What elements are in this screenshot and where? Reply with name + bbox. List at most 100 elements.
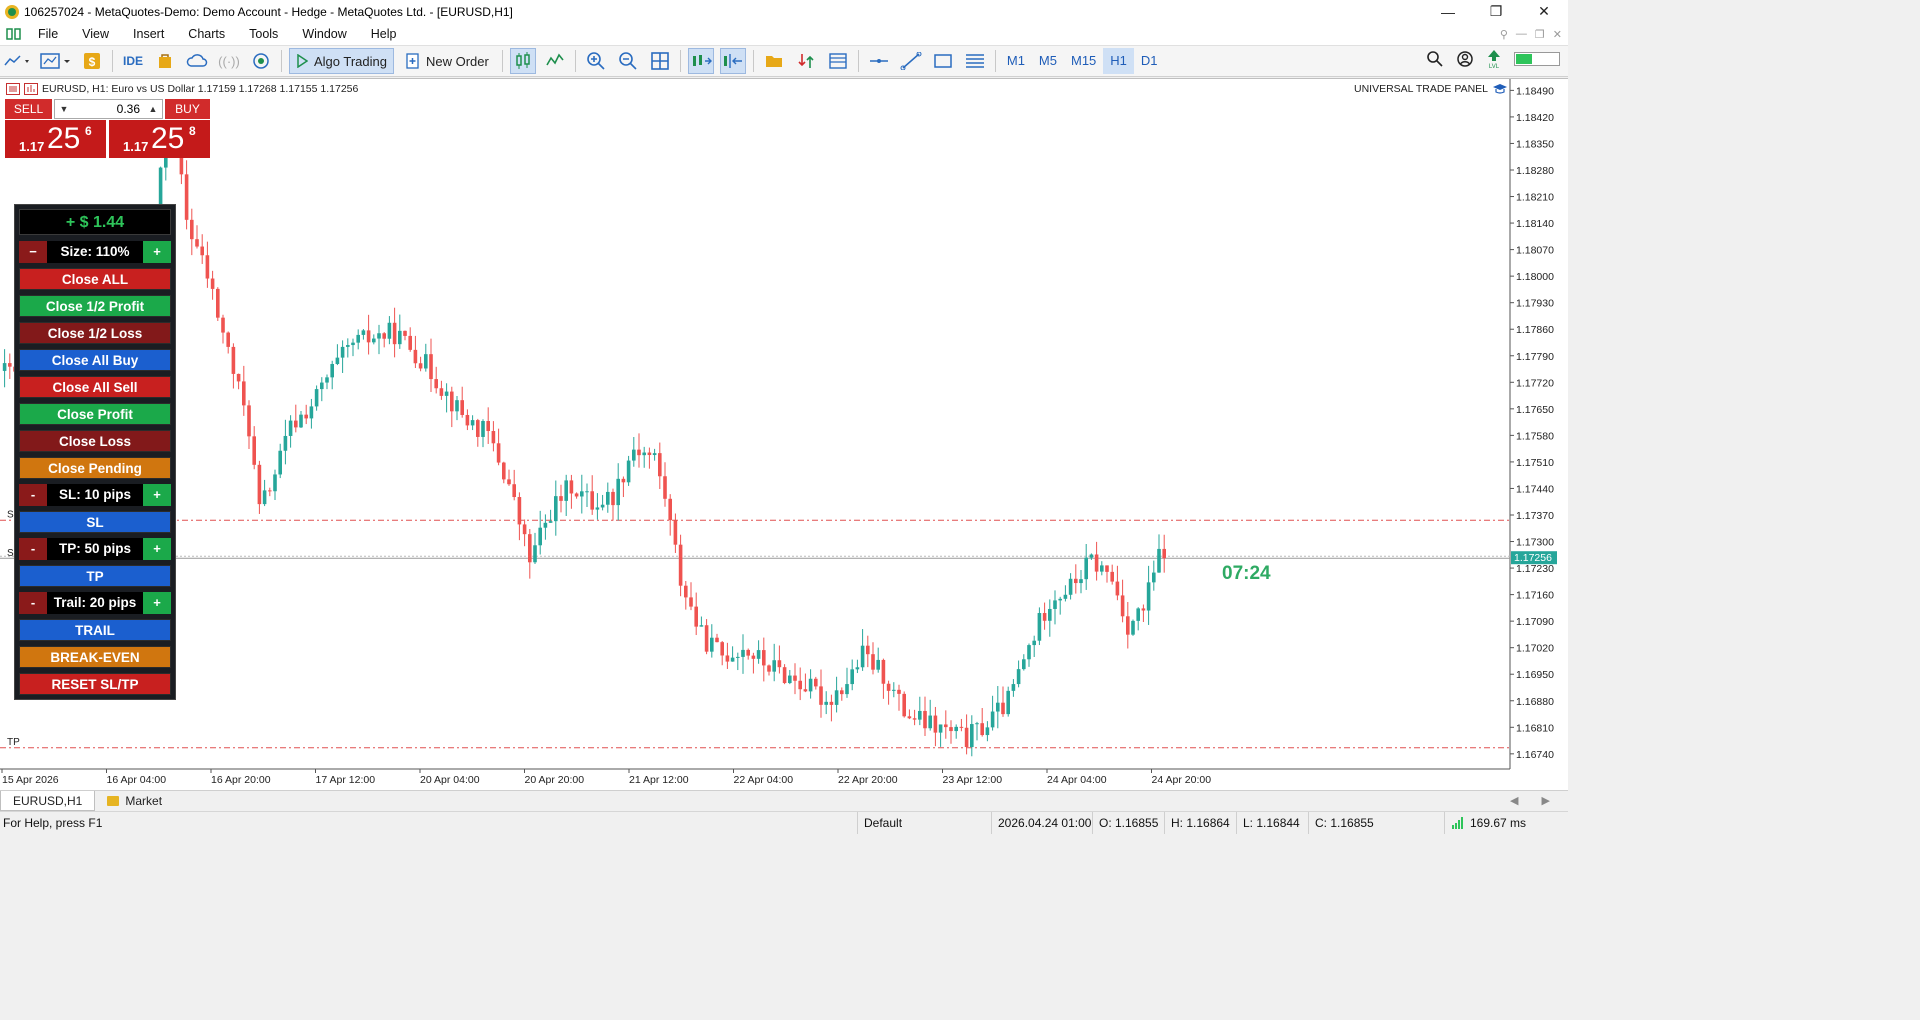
horizontal-line-tool-icon[interactable] [866, 48, 892, 74]
trail-increase-button[interactable]: + [143, 592, 171, 614]
restore-button[interactable]: ❐ [1489, 3, 1503, 19]
bear-candle [762, 650, 766, 666]
menu-view[interactable]: View [82, 27, 110, 41]
zoom-in-icon[interactable] [583, 48, 609, 74]
tab-eurusd-h1[interactable]: EURUSD,H1 [0, 791, 96, 811]
trade-panel-label: UNIVERSAL TRADE PANEL [1354, 83, 1508, 95]
ide-button[interactable]: IDE [122, 54, 143, 68]
data-window-icon[interactable] [825, 48, 851, 74]
depth-of-market-icon[interactable] [793, 48, 819, 74]
lot-value[interactable]: 0.36 [116, 102, 140, 116]
chart-list-icon[interactable] [6, 83, 20, 95]
sl-button[interactable]: SL [19, 511, 171, 533]
bear-candle [257, 464, 262, 505]
bear-candle [886, 683, 891, 691]
buy-price-button[interactable]: 1.17 25 8 [109, 120, 210, 158]
algo-trading-button[interactable]: Algo Trading [289, 48, 394, 74]
timeframe-m5[interactable]: M5 [1038, 53, 1057, 68]
new-order-button[interactable]: New Order [400, 48, 495, 74]
cloud-icon[interactable] [184, 48, 210, 74]
menu-help[interactable]: Help [370, 27, 397, 41]
line-chart-icon[interactable] [542, 48, 568, 74]
mdi-restore-icon[interactable]: ❐ [1534, 28, 1545, 41]
tp-increase-button[interactable]: + [143, 538, 171, 560]
lot-decrease-icon[interactable]: ▼ [59, 104, 69, 114]
minimize-button[interactable]: — [1441, 3, 1455, 20]
account-icon[interactable] [1456, 50, 1474, 68]
tp-decrease-button[interactable]: - [19, 538, 47, 560]
close-half-profit-button[interactable]: Close 1/2 Profit [19, 295, 171, 317]
mdi-minimize-icon[interactable]: — [1515, 28, 1527, 40]
tab-market[interactable]: Market [95, 791, 174, 811]
rectangle-tool-icon[interactable] [930, 48, 956, 74]
mdi-close-icon[interactable]: ✕ [1552, 28, 1562, 41]
time-tick-label: 22 Apr 04:00 [734, 774, 794, 786]
chart-properties-icon[interactable] [24, 83, 38, 95]
trail-button[interactable]: TRAIL [19, 619, 171, 641]
timeframe-m15[interactable]: M15 [1070, 53, 1097, 68]
toolbar-separator [501, 50, 503, 72]
sell-price-button[interactable]: 1.17 25 6 [5, 120, 106, 158]
price-chart[interactable]: 1.18490 1.18420 1.18350 1.18280 1.18210 1.181… [0, 79, 1568, 791]
buy-button[interactable]: BUY [165, 99, 210, 119]
size-increase-button[interactable]: + [143, 241, 171, 263]
chart-shift-icon[interactable] [719, 48, 746, 74]
menu-tools[interactable]: Tools [249, 27, 279, 41]
size-decrease-button[interactable]: − [19, 241, 47, 263]
close-all-button[interactable]: Close ALL [19, 268, 171, 290]
dollar-icon[interactable]: $ [79, 48, 105, 74]
menu-window[interactable]: Window [302, 27, 347, 41]
sl-decrease-button[interactable]: - [19, 484, 47, 506]
bull-candle [730, 657, 735, 662]
lot-size-field[interactable]: ▼ 0.36 ▲ [54, 99, 163, 119]
reset-sl-tp-button[interactable]: RESET SL/TP [19, 673, 171, 695]
close-loss-button[interactable]: Close Loss [19, 430, 171, 452]
fibonacci-tool-icon[interactable] [962, 48, 988, 74]
line-chart-dropdown-icon[interactable] [3, 48, 33, 74]
trendline-tool-icon[interactable] [898, 48, 924, 74]
zoom-out-icon[interactable] [615, 48, 641, 74]
close-profit-button[interactable]: Close Profit [19, 403, 171, 425]
market-bag-icon[interactable] [152, 48, 178, 74]
vps-icon[interactable] [248, 48, 274, 74]
pin-icon[interactable]: ⚲ [1499, 28, 1508, 41]
connection-status[interactable]: 169.67 ms [1444, 812, 1568, 834]
current-price-label-bg [1511, 551, 1557, 565]
trail-decrease-button[interactable]: - [19, 592, 47, 614]
auto-scroll-icon[interactable] [687, 48, 714, 74]
bear-candle [439, 388, 444, 396]
open-folder-icon[interactable] [761, 48, 787, 74]
bull-candle [855, 667, 860, 670]
menu-charts[interactable]: Charts [188, 27, 226, 41]
break-even-button[interactable]: BREAK-EVEN [19, 646, 171, 668]
close-button[interactable]: ✕ [1538, 3, 1550, 19]
candlestick-chart-icon[interactable] [509, 48, 536, 74]
chart-template-dropdown-icon[interactable] [39, 48, 73, 74]
bull-candle [616, 478, 620, 506]
tp-button[interactable]: TP [19, 565, 171, 587]
time-tick-label: 20 Apr 04:00 [420, 774, 480, 786]
lot-increase-icon[interactable]: ▲ [148, 104, 158, 114]
trail-row: - Trail: 20 pips + [19, 592, 171, 614]
signal-icon[interactable]: ((·)) [218, 53, 240, 69]
timeframe-h1[interactable]: H1 [1103, 48, 1134, 74]
bear-candle [1042, 613, 1047, 621]
close-pending-button[interactable]: Close Pending [19, 457, 171, 479]
sl-increase-button[interactable]: + [143, 484, 171, 506]
menu-file[interactable]: File [38, 27, 59, 41]
close-all-sell-button[interactable]: Close All Sell [19, 376, 171, 398]
close-all-buy-button[interactable]: Close All Buy [19, 349, 171, 371]
chart-window[interactable]: 1.18490 1.18420 1.18350 1.18280 1.18210 1.181… [0, 78, 1568, 790]
time-tick-label: 15 Apr 2026 [2, 774, 59, 786]
search-icon[interactable] [1426, 50, 1444, 68]
timeframe-d1[interactable]: D1 [1140, 53, 1158, 68]
trade-panel-title: UNIVERSAL TRADE PANEL [1353, 83, 1488, 95]
tab-scroll-arrows-icon[interactable]: ◀ ▶ [1510, 795, 1560, 807]
timeframe-m1[interactable]: M1 [1006, 53, 1025, 68]
close-half-loss-button[interactable]: Close 1/2 Loss [19, 322, 171, 344]
bull-candle [1079, 579, 1083, 584]
menu-insert[interactable]: Insert [133, 27, 165, 41]
bull-candle [548, 521, 553, 523]
tile-windows-icon[interactable] [647, 48, 673, 74]
sell-button[interactable]: SELL [5, 99, 52, 119]
